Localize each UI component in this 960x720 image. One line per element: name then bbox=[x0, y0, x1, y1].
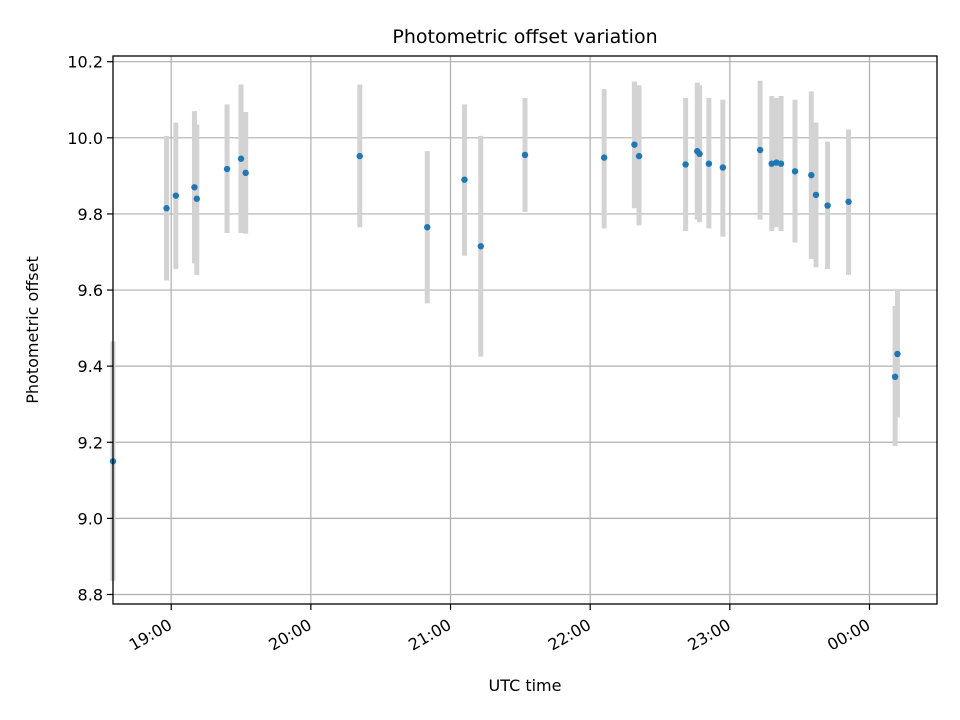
data-point bbox=[223, 165, 231, 173]
data-point bbox=[696, 150, 703, 158]
data-point bbox=[808, 171, 815, 179]
data-point bbox=[237, 155, 245, 162]
data-point bbox=[705, 160, 713, 167]
data-point bbox=[635, 152, 643, 160]
x-axis-ticks: 19:00 20:00 21:00 22:00 23:00 00:00 bbox=[126, 604, 873, 655]
data-point bbox=[756, 146, 764, 154]
y-tick-label: 8.8 bbox=[78, 585, 103, 604]
data-point bbox=[242, 169, 249, 177]
y-axis-ticks: 8.8 9.0 9.2 9.4 9.6 9.8 10.0 10.2 bbox=[67, 53, 113, 604]
data-point bbox=[193, 195, 200, 202]
x-axis-title: UTC time bbox=[489, 676, 562, 695]
x-tick-label: 21:00 bbox=[405, 615, 454, 655]
data-point bbox=[600, 154, 608, 161]
error-bars bbox=[110, 80, 900, 582]
data-point bbox=[777, 160, 785, 167]
y-tick-label: 9.8 bbox=[78, 205, 103, 224]
data-points bbox=[109, 141, 901, 465]
x-tick-label: 00:00 bbox=[824, 615, 873, 655]
data-point bbox=[894, 350, 901, 358]
data-point bbox=[461, 176, 468, 183]
y-tick-label: 9.2 bbox=[78, 433, 103, 452]
x-tick-label: 23:00 bbox=[684, 615, 733, 655]
data-point bbox=[477, 243, 484, 250]
y-tick-label: 10.0 bbox=[67, 129, 103, 148]
data-point bbox=[424, 224, 431, 231]
data-point bbox=[791, 168, 799, 175]
x-tick-label: 19:00 bbox=[126, 615, 175, 655]
data-point bbox=[682, 161, 689, 168]
data-point bbox=[172, 192, 180, 199]
data-point bbox=[824, 202, 831, 209]
x-tick-label: 22:00 bbox=[545, 615, 594, 655]
data-point bbox=[191, 184, 198, 191]
data-point bbox=[891, 373, 899, 381]
data-point bbox=[356, 152, 363, 160]
plot-frame bbox=[112, 55, 938, 605]
data-point bbox=[719, 164, 727, 171]
data-point bbox=[631, 141, 638, 148]
data-point bbox=[845, 198, 852, 205]
y-axis-title: Photometric offset bbox=[23, 256, 42, 404]
data-point bbox=[163, 205, 170, 212]
y-tick-label: 9.0 bbox=[78, 509, 103, 528]
chart-title: Photometric offset variation bbox=[392, 26, 657, 48]
x-tick-label: 20:00 bbox=[265, 615, 314, 655]
data-point bbox=[521, 151, 529, 159]
y-tick-label: 9.4 bbox=[78, 357, 103, 376]
data-point bbox=[812, 191, 820, 199]
y-tick-label: 9.6 bbox=[78, 281, 103, 300]
y-tick-label: 10.2 bbox=[67, 53, 103, 72]
